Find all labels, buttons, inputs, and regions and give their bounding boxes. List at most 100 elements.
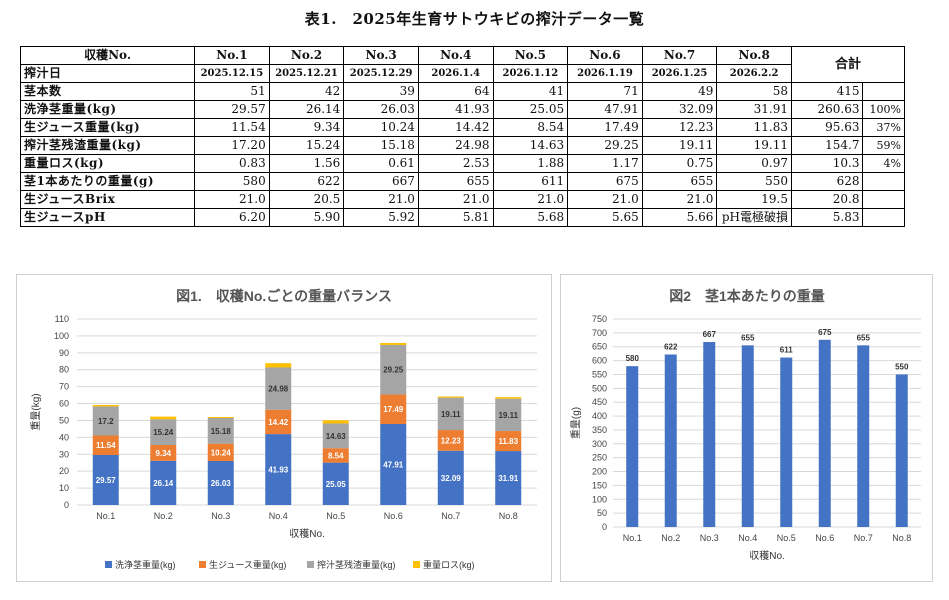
value-cell: 20.5 <box>268 190 345 209</box>
harvest-no-cell: No.1 <box>194 46 270 65</box>
y-tick-label: 450 <box>592 397 607 407</box>
value-cell: 1.56 <box>268 154 345 173</box>
value-cell: 41 <box>492 82 569 101</box>
value-cell: 42 <box>268 82 345 101</box>
x-tick-label: No.2 <box>661 533 680 543</box>
weight-balance-chart: 図1. 収穫No.ごとの重量バランス 0 10 20 30 40 50 60 70 80 90 100… <box>16 274 552 582</box>
value-cell: 29.57 <box>194 100 270 119</box>
harvest-no-cell: No.5 <box>492 46 569 65</box>
data-label: 655 <box>857 333 871 342</box>
bar-segment <box>437 396 464 398</box>
harvest-no-cell: No.4 <box>417 46 494 65</box>
y-tick-label: 70 <box>59 382 69 392</box>
value-cell: 71 <box>567 82 643 101</box>
value-cell: 15.18 <box>343 136 419 155</box>
table-row: 洗浄茎重量(kg) 29.57 26.14 26.03 41.93 25.05 47.91 3… <box>19 100 905 119</box>
value-cell: 21.0 <box>194 190 270 209</box>
bar <box>780 357 793 527</box>
value-cell: 21.0 <box>343 190 419 209</box>
x-axis-label: 収穫No. <box>749 550 785 562</box>
value-cell: 550 <box>716 172 792 191</box>
value-cell: 0.97 <box>716 154 792 173</box>
harvest-no-cell: No.6 <box>567 46 643 65</box>
value-cell: 1.88 <box>492 154 569 173</box>
x-tick-label: No.6 <box>815 533 834 543</box>
y-tick-label: 600 <box>592 356 607 366</box>
percent-cell: 37% <box>862 118 905 137</box>
date-cell: 2025.12.21 <box>268 64 345 83</box>
bar <box>626 366 639 527</box>
x-tick-label: No.8 <box>892 533 911 543</box>
data-label: 12.23 <box>441 436 462 445</box>
bar-segment <box>92 404 119 407</box>
row-label: 搾汁茎残渣重量(kg) <box>19 136 196 155</box>
y-axis-label: 重量(g) <box>569 407 582 439</box>
x-tick-label: No.3 <box>700 533 719 543</box>
bar-segment <box>92 435 119 455</box>
legend-swatch <box>307 561 314 568</box>
percent-cell <box>862 82 905 101</box>
value-cell: 622 <box>268 172 345 191</box>
value-cell: 655 <box>417 172 494 191</box>
y-tick-label: 20 <box>59 466 69 476</box>
table-row: 生ジュース重量(kg) 11.54 9.34 10.24 14.42 8.54 17.49 1… <box>19 118 905 137</box>
y-tick-label: 100 <box>592 494 607 504</box>
total-cell: 260.63 <box>790 100 864 119</box>
bar <box>703 342 716 527</box>
value-cell: 21.0 <box>417 190 494 209</box>
value-cell: 1.17 <box>567 154 643 173</box>
row-label: 茎本数 <box>19 82 196 101</box>
legend-swatch <box>413 561 420 568</box>
data-label: 8.54 <box>328 451 344 460</box>
bar-segment <box>437 450 464 505</box>
value-cell: 19.5 <box>716 190 792 209</box>
y-tick-label: 50 <box>597 508 607 518</box>
value-cell: 2.53 <box>417 154 494 173</box>
bar-segment <box>265 434 292 505</box>
bar-segment <box>207 418 234 444</box>
x-tick-label: No.4 <box>269 511 288 521</box>
value-cell: 5.81 <box>417 208 494 227</box>
value-cell: 17.49 <box>567 118 643 137</box>
value-cell: 0.61 <box>343 154 419 173</box>
bar <box>857 345 870 527</box>
y-axis-label: 重量(kg) <box>29 393 42 430</box>
x-tick-label: No.7 <box>441 511 460 521</box>
value-cell: 64 <box>417 82 494 101</box>
legend-label: 重量ロス(kg) <box>423 559 475 570</box>
bar <box>741 345 754 527</box>
y-tick-label: 100 <box>54 331 69 341</box>
data-label: 25.05 <box>326 480 347 489</box>
bar <box>664 354 677 527</box>
data-label: 24.98 <box>268 385 289 394</box>
data-label: 32.09 <box>441 474 462 483</box>
percent-cell: 59% <box>862 136 905 155</box>
data-label: 26.14 <box>153 479 174 488</box>
value-cell: 26.03 <box>343 100 419 119</box>
value-cell: 8.54 <box>492 118 569 137</box>
value-cell: 26.14 <box>268 100 345 119</box>
harvest-no-cell: No.7 <box>641 46 718 65</box>
date-cell: 2026.1.12 <box>492 64 569 83</box>
data-label: 667 <box>703 330 717 339</box>
y-tick-label: 110 <box>55 314 69 324</box>
total-cell: 10.3 <box>790 154 864 173</box>
value-cell: 49 <box>641 82 718 101</box>
data-label: 17.2 <box>98 417 114 426</box>
value-cell: 58 <box>716 82 792 101</box>
y-tick-label: 50 <box>59 415 69 425</box>
header-row: 収穫No. No.1 No.2 No.3 No.4 No.5 No.6 No.7… <box>19 46 906 83</box>
date-cell: 2025.12.15 <box>194 64 270 83</box>
y-tick-label: 60 <box>59 399 69 409</box>
value-cell: 29.25 <box>567 136 643 155</box>
weight-balance-svg: 図1. 収穫No.ごとの重量バランス 0 10 20 30 40 50 60 70 80 90 100… <box>29 288 537 570</box>
data-label: 29.25 <box>383 366 404 375</box>
data-label: 9.34 <box>155 449 171 458</box>
bar-segment <box>322 420 349 424</box>
value-cell: 15.24 <box>268 136 345 155</box>
value-cell: 5.68 <box>492 208 569 227</box>
total-cell: 628 <box>790 172 864 191</box>
percent-cell <box>862 208 905 227</box>
value-cell: 19.11 <box>641 136 718 155</box>
bar-segment <box>92 406 119 436</box>
